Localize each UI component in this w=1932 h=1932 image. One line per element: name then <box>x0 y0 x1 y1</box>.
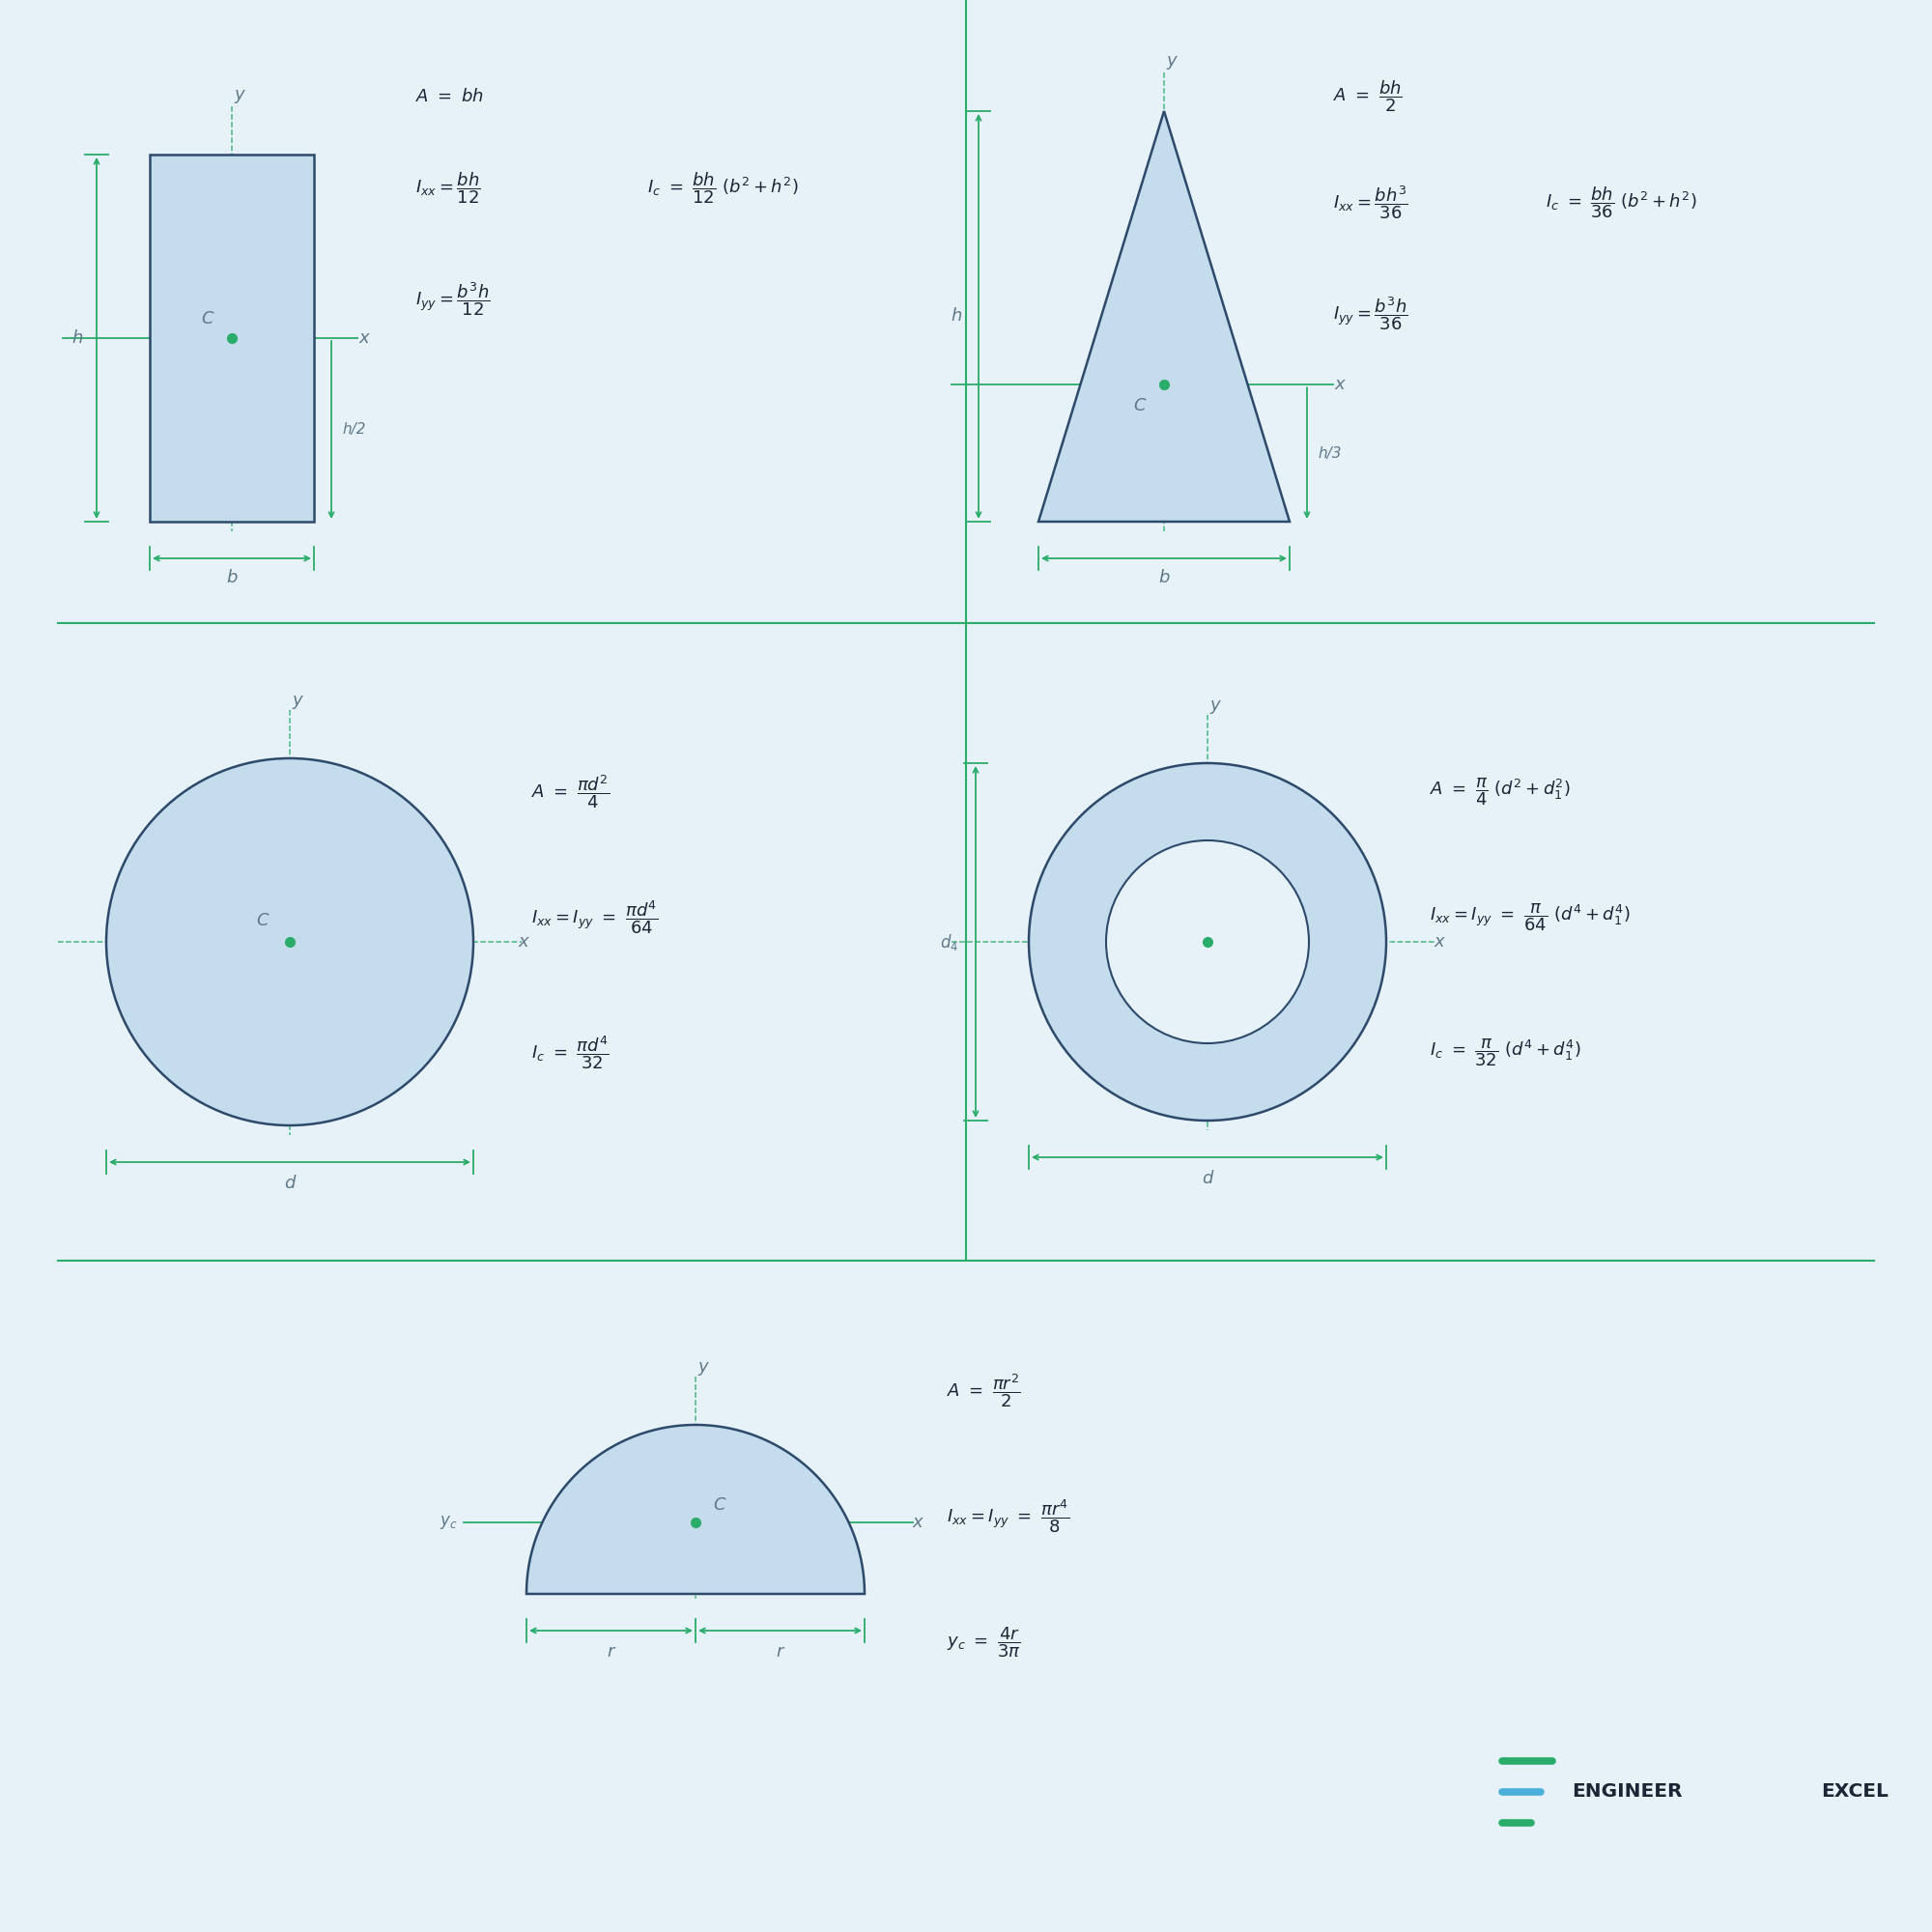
Text: $y_c$: $y_c$ <box>439 1513 458 1530</box>
Text: y: y <box>697 1358 709 1376</box>
Text: y: y <box>234 85 245 102</box>
Text: $I_{yy}=\dfrac{b^3h}{12}$: $I_{yy}=\dfrac{b^3h}{12}$ <box>415 280 491 319</box>
Text: EXCEL: EXCEL <box>1822 1783 1888 1801</box>
Text: d: d <box>1202 1169 1213 1186</box>
Text: $A\ =\ \dfrac{bh}{2}$: $A\ =\ \dfrac{bh}{2}$ <box>1333 79 1403 114</box>
Text: $I_{xx}=\dfrac{bh^3}{36}$: $I_{xx}=\dfrac{bh^3}{36}$ <box>1333 184 1408 222</box>
Text: r: r <box>777 1642 784 1660</box>
Text: b: b <box>1159 568 1169 587</box>
Text: h: h <box>71 328 83 348</box>
Text: d: d <box>284 1175 296 1192</box>
Text: $I_c\ =\ \dfrac{\pi}{32}\ (d^4+d_1^4)$: $I_c\ =\ \dfrac{\pi}{32}\ (d^4+d_1^4)$ <box>1430 1037 1580 1068</box>
Text: C: C <box>201 309 214 327</box>
Text: y: y <box>292 692 303 709</box>
Text: r: r <box>607 1642 614 1660</box>
Polygon shape <box>1039 110 1291 522</box>
Text: h/2: h/2 <box>342 423 367 437</box>
Polygon shape <box>526 1426 864 1594</box>
Text: b: b <box>226 568 238 587</box>
Text: $A\ =\ \dfrac{\pi d^2}{4}$: $A\ =\ \dfrac{\pi d^2}{4}$ <box>531 773 611 811</box>
Text: $A\ =\ \dfrac{\pi r^2}{2}$: $A\ =\ \dfrac{\pi r^2}{2}$ <box>947 1372 1020 1410</box>
Text: ENGINEER: ENGINEER <box>1573 1783 1683 1801</box>
Text: $d_4$: $d_4$ <box>941 931 958 952</box>
Text: $I_{xx}=I_{yy}\ =\ \dfrac{\pi d^4}{64}$: $I_{xx}=I_{yy}\ =\ \dfrac{\pi d^4}{64}$ <box>531 898 659 937</box>
Text: $I_{yy}=\dfrac{b^3h}{36}$: $I_{yy}=\dfrac{b^3h}{36}$ <box>1333 296 1408 332</box>
Text: x: x <box>1335 377 1345 394</box>
Text: $I_{xx}=I_{yy}\ =\ \dfrac{\pi}{64}\ (d^4+d_1^4)$: $I_{xx}=I_{yy}\ =\ \dfrac{\pi}{64}\ (d^4… <box>1430 902 1631 933</box>
Circle shape <box>106 757 473 1124</box>
Polygon shape <box>151 155 313 522</box>
Text: $A\ =\ bh$: $A\ =\ bh$ <box>415 87 483 104</box>
Text: C: C <box>1134 398 1146 415</box>
Text: h/3: h/3 <box>1318 446 1343 460</box>
Text: x: x <box>359 328 369 348</box>
Text: x: x <box>1434 933 1445 951</box>
Text: $y_c\ =\ \dfrac{4r}{3\pi}$: $y_c\ =\ \dfrac{4r}{3\pi}$ <box>947 1625 1020 1660</box>
Text: y: y <box>1209 696 1221 713</box>
Text: $I_c\ =\ \dfrac{bh}{36}\ (b^2+h^2)$: $I_c\ =\ \dfrac{bh}{36}\ (b^2+h^2)$ <box>1546 185 1696 220</box>
Text: $I_{xx}=\dfrac{bh}{12}$: $I_{xx}=\dfrac{bh}{12}$ <box>415 170 481 207</box>
Text: y: y <box>1167 52 1177 70</box>
Text: h: h <box>951 307 962 325</box>
Text: C: C <box>1223 916 1235 933</box>
Text: x: x <box>912 1513 923 1530</box>
Text: $I_c\ =\ \dfrac{bh}{12}\ (b^2+h^2)$: $I_c\ =\ \dfrac{bh}{12}\ (b^2+h^2)$ <box>647 170 798 207</box>
Circle shape <box>1105 840 1310 1043</box>
Text: x: x <box>518 933 529 951</box>
Text: $I_c\ =\ \dfrac{\pi d^4}{32}$: $I_c\ =\ \dfrac{\pi d^4}{32}$ <box>531 1034 609 1072</box>
Text: C: C <box>713 1495 726 1513</box>
Text: $A\ =\ \dfrac{\pi}{4}\ (d^2+d_1^2)$: $A\ =\ \dfrac{\pi}{4}\ (d^2+d_1^2)$ <box>1430 777 1571 808</box>
Text: C: C <box>257 912 269 929</box>
Text: $I_{xx}=I_{yy}\ =\ \dfrac{\pi r^4}{8}$: $I_{xx}=I_{yy}\ =\ \dfrac{\pi r^4}{8}$ <box>947 1497 1070 1536</box>
Circle shape <box>1028 763 1387 1121</box>
